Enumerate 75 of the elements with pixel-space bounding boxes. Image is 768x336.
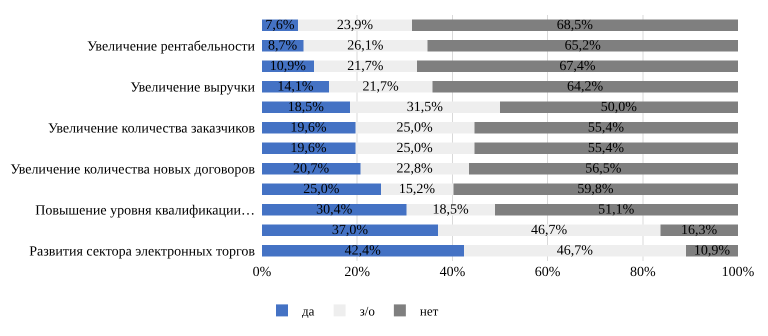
x-tick-label: 80% xyxy=(630,265,656,280)
y-tick-label: Увеличение рентабельности xyxy=(87,40,256,55)
data-label: 30,4% xyxy=(316,202,353,218)
data-label: 67,4% xyxy=(559,58,596,74)
data-label: 14,1% xyxy=(277,79,314,94)
bar xyxy=(453,184,738,195)
data-label: 21,7% xyxy=(347,58,384,74)
x-tick-label: 0% xyxy=(252,265,272,280)
bar xyxy=(262,204,407,216)
bar xyxy=(474,142,738,154)
data-label: 25,0% xyxy=(396,140,434,156)
bar xyxy=(355,142,474,154)
bar xyxy=(350,102,500,113)
bar xyxy=(262,184,381,195)
bar xyxy=(464,245,686,256)
data-label: 10,9% xyxy=(270,58,306,74)
y-tick-label: Повышение уровня квалификации… xyxy=(35,204,255,219)
bar xyxy=(412,20,738,31)
data-label: 18,5% xyxy=(288,100,324,115)
bar xyxy=(438,224,660,236)
data-label: 46,7% xyxy=(556,243,594,258)
bar xyxy=(262,224,438,236)
data-label: 18,5% xyxy=(432,202,469,218)
bar xyxy=(314,60,418,72)
data-label: 68,5% xyxy=(556,18,594,33)
data-label: 16,3% xyxy=(680,222,718,238)
y-tick-label: Увеличение количества новых договоров xyxy=(10,162,256,178)
data-label: 25,0% xyxy=(396,120,434,136)
bar xyxy=(360,163,470,174)
legend-label: з/о xyxy=(360,303,375,318)
data-label: 55,4% xyxy=(588,140,624,156)
data-label: 8,7% xyxy=(268,38,298,54)
legend-label: да xyxy=(302,303,315,318)
data-label: 25,0% xyxy=(303,182,340,197)
x-tick-label: 60% xyxy=(534,265,561,280)
y-tick-label: Увеличение выручки xyxy=(130,80,256,96)
x-tick-label: 20% xyxy=(344,265,370,280)
bar xyxy=(469,163,738,174)
x-tick-label: 100% xyxy=(722,265,755,280)
data-label: 64,2% xyxy=(566,79,604,94)
data-label: 37,0% xyxy=(332,222,368,238)
data-label: 59,8% xyxy=(577,182,614,197)
y-tick-label: Развития сектора электронных торгов xyxy=(29,244,256,260)
data-label: 21,7% xyxy=(362,79,400,94)
data-label: 10,9% xyxy=(694,243,730,258)
data-label: 22,8% xyxy=(396,161,434,176)
bar xyxy=(500,102,738,113)
data-label: 56,5% xyxy=(585,161,622,176)
data-label: 19,6% xyxy=(290,120,327,136)
y-tick-label: Увеличение количества заказчиков xyxy=(48,122,256,137)
bar xyxy=(303,40,428,52)
data-label: 46,7% xyxy=(531,222,568,238)
bar xyxy=(432,81,738,92)
bar xyxy=(355,122,474,134)
bar xyxy=(428,40,738,52)
data-label: 65,2% xyxy=(564,38,602,54)
bar xyxy=(262,245,464,256)
bar xyxy=(474,122,738,134)
data-label: 15,2% xyxy=(398,182,436,197)
data-label: 19,6% xyxy=(290,140,327,156)
x-tick-label: 40% xyxy=(440,265,466,280)
data-label: 50,0% xyxy=(600,100,638,115)
data-label: 51,1% xyxy=(598,202,635,218)
data-label: 23,9% xyxy=(336,18,374,33)
data-label: 7,6% xyxy=(265,18,295,33)
data-label: 55,4% xyxy=(588,120,624,136)
data-label: 26,1% xyxy=(347,38,384,54)
legend-label: нет xyxy=(420,303,439,318)
data-label: 20,7% xyxy=(293,161,330,176)
bar xyxy=(329,81,432,92)
bar xyxy=(494,204,738,216)
bar xyxy=(298,20,412,31)
data-label: 42,4% xyxy=(344,243,382,258)
data-label: 31,5% xyxy=(406,100,444,115)
bar xyxy=(417,60,738,72)
